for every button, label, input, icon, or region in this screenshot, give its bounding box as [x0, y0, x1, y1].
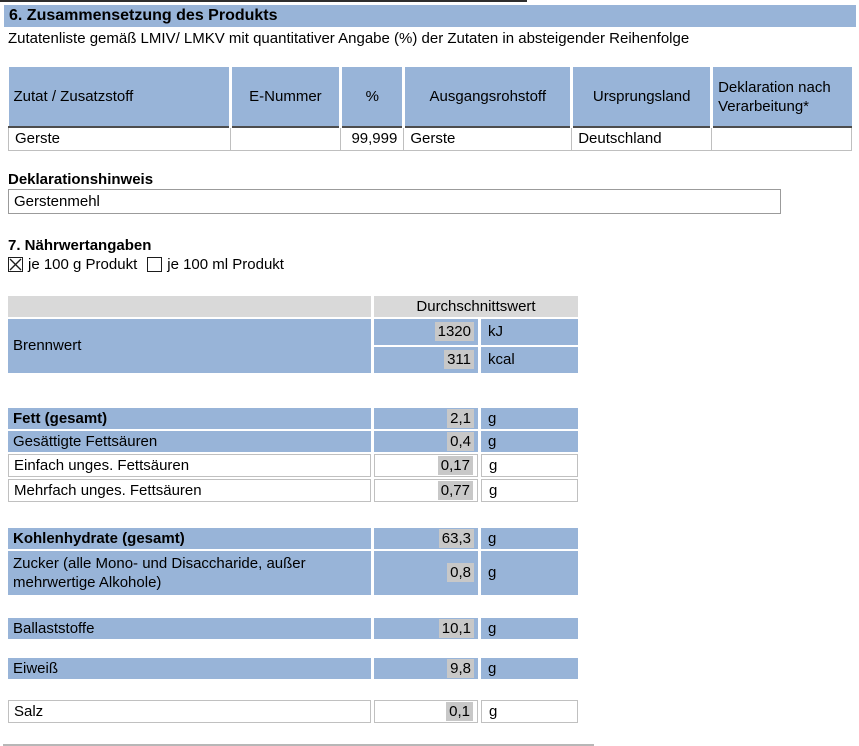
- sugar-label: Zucker (alle Mono- und Disaccharide, auß…: [8, 550, 371, 595]
- nutrition-row: Fett (gesamt) 2,1 g: [8, 407, 578, 429]
- fibre-value-field[interactable]: 10,1: [438, 618, 474, 638]
- nutrition-row: Salz 0,1 g: [8, 699, 578, 723]
- sugar-value-field[interactable]: 0,8: [447, 563, 474, 582]
- nutrition-header-empty: [8, 295, 371, 317]
- poly-unsat-fat-value-field[interactable]: 0,77: [437, 480, 473, 500]
- nutrition-table-salt: Salz 0,1 g: [5, 698, 581, 725]
- salt-cell: 0,1: [374, 699, 478, 723]
- mono-unsat-fat-cell: 0,17: [374, 453, 478, 477]
- poly-unsat-fat-cell: 0,77: [374, 478, 478, 502]
- energy-kj-unit: kJ: [481, 318, 578, 345]
- fat-total-label: Fett (gesamt): [8, 407, 371, 429]
- protein-unit: g: [481, 657, 578, 679]
- saturated-fat-cell: 0,4: [374, 430, 478, 452]
- saturated-fat-value-field[interactable]: 0,4: [447, 431, 474, 451]
- sugar-unit: g: [481, 550, 578, 595]
- fat-total-unit: g: [481, 407, 578, 429]
- carbs-total-label: Kohlenhydrate (gesamt): [8, 527, 371, 549]
- protein-cell: 9,8: [374, 657, 478, 679]
- energy-row-kcal: 311 kcal: [8, 346, 578, 373]
- energy-kcal-unit: kcal: [481, 346, 578, 373]
- energy-kcal-value-field[interactable]: 311: [444, 350, 474, 369]
- section-6-title: 6. Zusammensetzung des Produkts: [9, 7, 278, 24]
- nutrition-table-protein: Eiweiß 9,8 g: [5, 656, 581, 681]
- carbs-total-value-field[interactable]: 63,3: [438, 528, 474, 548]
- cell-deklaration: [711, 126, 852, 151]
- nutrition-row: Einfach unges. Fettsäuren 0,17 g: [8, 453, 578, 477]
- protein-label: Eiweiß: [8, 657, 371, 679]
- mono-unsat-fat-label: Einfach unges. Fettsäuren: [8, 453, 371, 477]
- nutrition-row: Ballaststoffe 10,1 g: [8, 617, 578, 639]
- checkbox-per-100ml[interactable]: [147, 257, 163, 272]
- salt-unit: g: [481, 699, 578, 723]
- checkbox-x-mark: [9, 258, 22, 271]
- nutrition-table-fibre: Ballaststoffe 10,1 g: [5, 616, 581, 641]
- energy-kj-value-field[interactable]: 1320: [434, 322, 474, 341]
- nutrition-row: Kohlenhydrate (gesamt) 63,3 g: [8, 527, 578, 549]
- nutrition-table-energy: Durchschnittswert Brennwert 1320 kJ 311 …: [5, 294, 581, 375]
- per-100g-label: je 100 g Produkt: [28, 255, 138, 273]
- cell-ursprungsland: Deutschland: [571, 126, 713, 151]
- checkbox-per-100g[interactable]: [8, 257, 23, 272]
- saturated-fat-unit: g: [481, 430, 578, 452]
- declaration-heading: Deklarationshinweis: [8, 170, 154, 188]
- next-row-divider: [3, 743, 594, 746]
- nutrition-row: Eiweiß 9,8 g: [8, 657, 578, 679]
- declaration-input[interactable]: Gerstenmehl: [8, 188, 781, 214]
- nutrition-column-header: Durchschnittswert: [374, 295, 578, 317]
- previous-section-divider: [0, 0, 527, 2]
- energy-kcal-cell: 311: [374, 346, 478, 373]
- fat-total-value-field[interactable]: 2,1: [447, 408, 474, 428]
- salt-value-field[interactable]: 0,1: [446, 701, 473, 721]
- col-header-zutat: Zutat / Zusatzstoff: [8, 67, 232, 128]
- mono-unsat-fat-value-field[interactable]: 0,17: [437, 455, 473, 475]
- fibre-unit: g: [481, 617, 578, 639]
- col-header-enummer: E-Nummer: [230, 67, 343, 128]
- nutrition-table-fat: Fett (gesamt) 2,1 g Gesättigte Fettsäure…: [5, 406, 581, 504]
- poly-unsat-fat-label: Mehrfach unges. Fettsäuren: [8, 478, 371, 502]
- col-header-percent: %: [340, 67, 406, 128]
- saturated-fat-label: Gesättigte Fettsäuren: [8, 430, 371, 452]
- section-6-subtitle: Zutatenliste gemäß LMIV/ LMKV mit quanti…: [8, 30, 690, 47]
- fibre-label: Ballaststoffe: [8, 617, 371, 639]
- fibre-cell: 10,1: [374, 617, 478, 639]
- col-header-ursprungsland: Ursprungsland: [571, 67, 714, 128]
- col-header-deklaration: Deklaration nach Verarbeitung*: [711, 67, 852, 128]
- mono-unsat-fat-unit: g: [481, 453, 578, 477]
- cell-percent: 99,999: [340, 126, 405, 151]
- nutrition-row: Gesättigte Fettsäuren 0,4 g: [8, 430, 578, 452]
- fat-total-cell: 2,1: [374, 407, 478, 429]
- nutrition-table-carbs: Kohlenhydrate (gesamt) 63,3 g Zucker (al…: [5, 526, 581, 597]
- nutrition-row: Zucker (alle Mono- und Disaccharide, auß…: [8, 550, 578, 595]
- ingredient-header-row: Zutat / Zusatzstoff E-Nummer % Ausgangsr…: [8, 67, 852, 128]
- cell-zutat: Gerste: [8, 126, 231, 151]
- ingredient-table: Zutat / Zusatzstoff E-Nummer % Ausgangsr…: [8, 67, 852, 151]
- carbs-total-unit: g: [481, 527, 578, 549]
- carbs-total-cell: 63,3: [374, 527, 478, 549]
- cell-ausgangsrohstoff: Gerste: [403, 126, 573, 151]
- per-100ml-label: je 100 ml Produkt: [167, 255, 284, 273]
- nutrition-row: Mehrfach unges. Fettsäuren 0,77 g: [8, 478, 578, 502]
- energy-kj-cell: 1320: [374, 318, 478, 345]
- ingredient-row: Gerste 99,999 Gerste Deutschland: [8, 126, 852, 151]
- sugar-cell: 0,8: [374, 550, 478, 595]
- section-7-title: 7. Nährwertangaben: [8, 236, 152, 254]
- protein-value-field[interactable]: 9,8: [447, 658, 474, 678]
- energy-row-kj: Brennwert 1320 kJ: [8, 318, 578, 373]
- nutrition-header-row: Durchschnittswert: [8, 295, 578, 317]
- energy-label: Brennwert: [8, 318, 371, 373]
- col-header-ausgangsrohstoff: Ausgangsrohstoff: [403, 67, 574, 128]
- section-6-header: 6. Zusammensetzung des Produkts: [4, 5, 856, 27]
- serving-options: je 100 g Produkt je 100 ml Produkt: [8, 256, 852, 274]
- poly-unsat-fat-unit: g: [481, 478, 578, 502]
- salt-label: Salz: [8, 699, 371, 723]
- cell-enummer: [229, 126, 342, 151]
